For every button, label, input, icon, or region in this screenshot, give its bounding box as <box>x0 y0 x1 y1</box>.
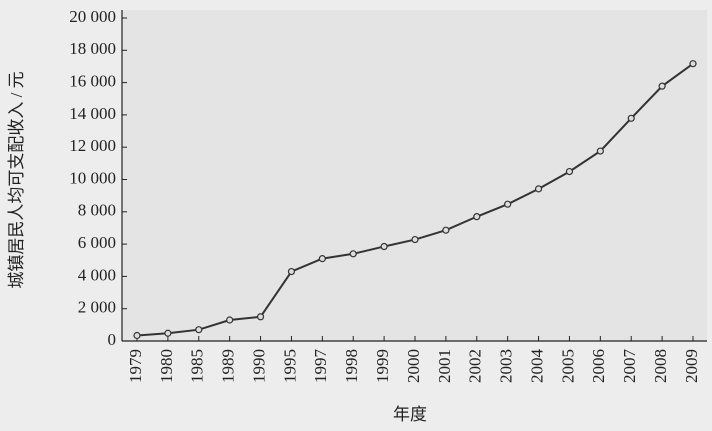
point <box>381 244 387 250</box>
x-tick-label: 2003 <box>497 349 516 383</box>
point <box>134 333 140 339</box>
point <box>319 256 325 262</box>
y-tick-label: 8 000 <box>78 201 116 220</box>
point <box>505 201 511 207</box>
point <box>597 148 603 154</box>
x-tick-label: 1998 <box>342 349 361 383</box>
y-tick-label: 6 000 <box>78 233 116 252</box>
chart: 年度 城镇居民人均可支配收入 / 元 0 2 000 4 000 6 000 8 000… <box>0 0 712 431</box>
x-tick-label: 1985 <box>188 349 207 383</box>
x-tick-label: 2007 <box>620 349 639 384</box>
point <box>165 330 171 336</box>
point <box>628 115 634 121</box>
x-tick-label: 2002 <box>466 349 485 383</box>
x-tick-label: 1979 <box>126 349 145 383</box>
x-tick-label: 2009 <box>682 349 701 383</box>
y-tick-label: 4 000 <box>78 265 116 284</box>
x-tick-label: 2000 <box>404 349 423 383</box>
y-tick-label: 10 000 <box>69 168 116 187</box>
x-tick-label: 2006 <box>589 349 608 383</box>
point <box>412 237 418 243</box>
x-tick-label: 1989 <box>219 349 238 383</box>
point <box>536 186 542 192</box>
y-axis-title: 城镇居民人均可支配收入 / 元 <box>7 71 26 288</box>
point <box>288 269 294 275</box>
x-tick-label: 2005 <box>558 349 577 383</box>
point <box>659 83 665 89</box>
y-tick-label: 20 000 <box>69 7 116 26</box>
y-tick-label: 18 000 <box>69 39 116 58</box>
y-tick-label: 16 000 <box>69 72 116 91</box>
x-tick-label: 1997 <box>311 349 330 384</box>
x-tick-label: 1990 <box>249 349 268 383</box>
point <box>227 317 233 323</box>
point <box>443 227 449 233</box>
y-tick-label: 14 000 <box>69 104 116 123</box>
point <box>196 327 202 333</box>
y-tick-label: 2 000 <box>78 298 116 317</box>
point <box>566 169 572 175</box>
y-tick-label: 0 <box>108 330 117 349</box>
y-tick-label: 12 000 <box>69 136 116 155</box>
x-tick-label: 1995 <box>280 349 299 383</box>
point <box>690 61 696 67</box>
x-axis-title: 年度 <box>393 405 427 424</box>
point <box>350 251 356 257</box>
plot-background <box>122 10 707 341</box>
x-tick-label: 2004 <box>527 349 546 384</box>
x-tick-label: 2008 <box>651 349 670 383</box>
x-tick-label: 1999 <box>373 349 392 383</box>
point <box>474 214 480 220</box>
x-tick-label: 2001 <box>435 349 454 383</box>
point <box>258 314 264 320</box>
x-tick-label: 1980 <box>157 349 176 383</box>
